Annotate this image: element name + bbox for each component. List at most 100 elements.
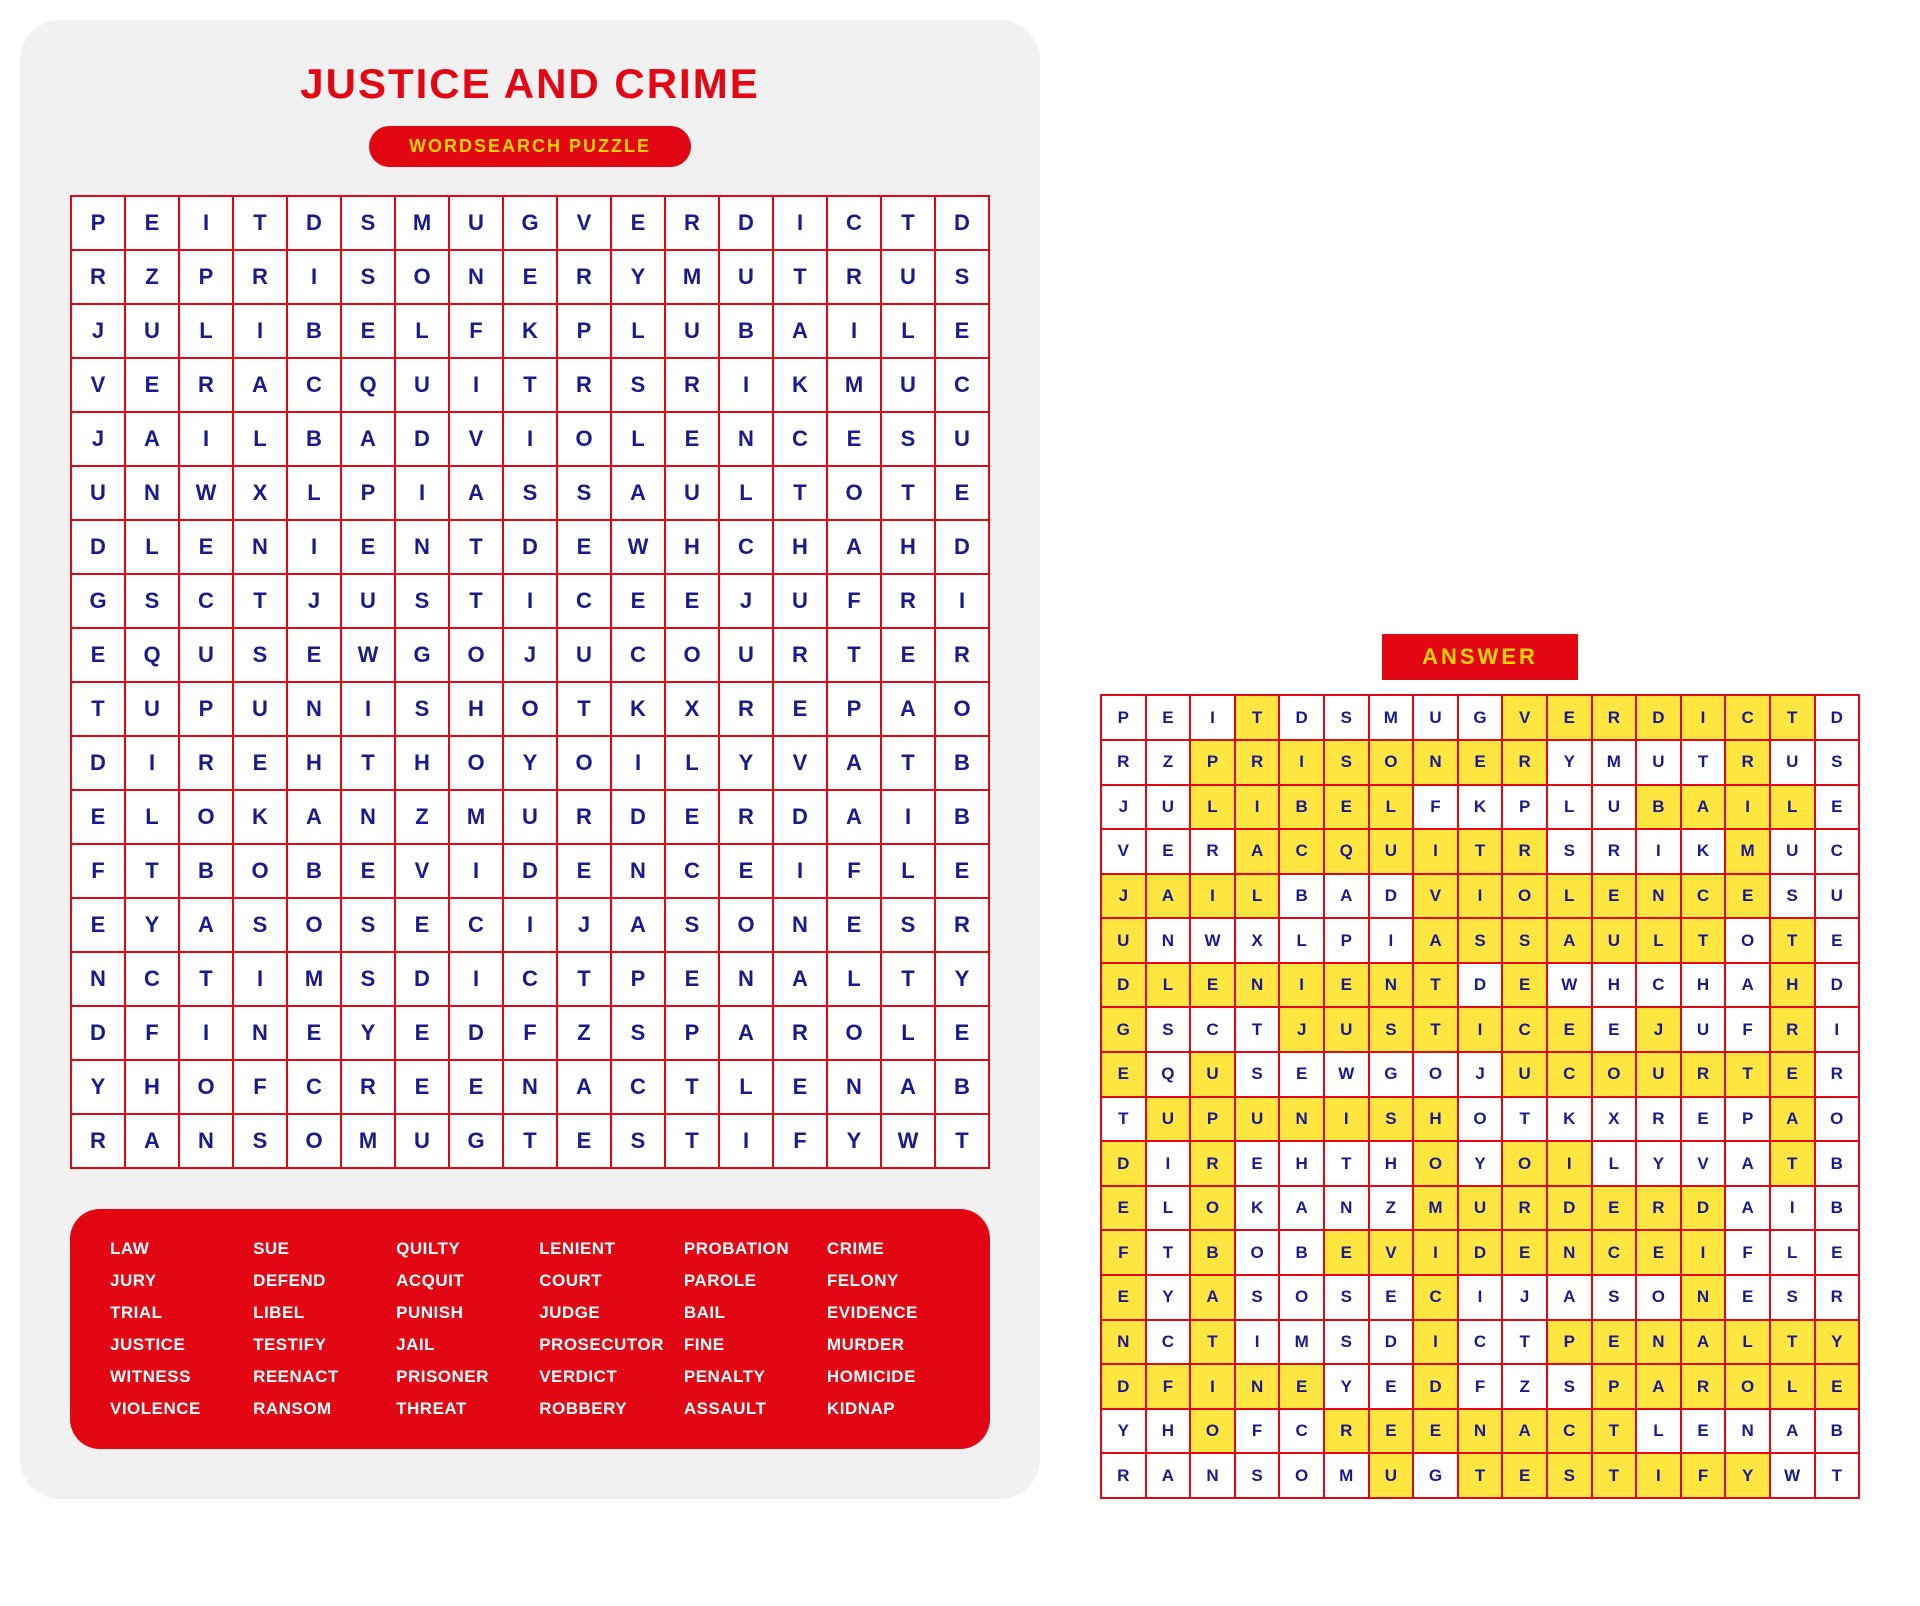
grid-cell: R (558, 251, 610, 303)
grid-cell: E (666, 791, 718, 843)
grid-cell: A (1236, 830, 1279, 873)
grid-cell: A (1637, 1365, 1680, 1408)
grid-cell: T (234, 197, 286, 249)
grid-cell: I (1191, 696, 1234, 739)
grid-cell: J (720, 575, 772, 627)
grid-cell: E (828, 413, 880, 465)
grid-cell: R (1637, 1187, 1680, 1230)
grid-cell: R (558, 791, 610, 843)
grid-cell: L (1236, 875, 1279, 918)
grid-cell: C (1682, 875, 1725, 918)
grid-cell: N (774, 899, 826, 951)
grid-cell: B (1816, 1142, 1859, 1185)
grid-cell: N (234, 521, 286, 573)
grid-cell: T (882, 953, 934, 1005)
grid-cell: T (1414, 964, 1457, 1007)
grid-cell: R (882, 575, 934, 627)
grid-cell: C (1637, 964, 1680, 1007)
grid-cell: S (1236, 1053, 1279, 1096)
grid-cell: D (1637, 696, 1680, 739)
grid-cell: I (450, 953, 502, 1005)
grid-cell: E (1726, 875, 1769, 918)
grid-cell: U (1191, 1053, 1234, 1096)
grid-cell: E (288, 629, 340, 681)
grid-cell: T (450, 575, 502, 627)
grid-cell: E (1147, 830, 1190, 873)
word-item: LAW (110, 1239, 233, 1259)
grid-cell: H (450, 683, 502, 735)
grid-cell: T (1459, 1454, 1502, 1497)
grid-cell: A (1191, 1276, 1234, 1319)
grid-cell: L (612, 413, 664, 465)
grid-cell: R (774, 629, 826, 681)
grid-cell: R (1682, 1365, 1725, 1408)
grid-cell: O (504, 683, 556, 735)
word-item: VERDICT (539, 1367, 664, 1387)
grid-cell: P (180, 251, 232, 303)
grid-cell: N (828, 1061, 880, 1113)
grid-cell: E (558, 845, 610, 897)
grid-cell: E (882, 629, 934, 681)
grid-cell: B (936, 1061, 988, 1113)
grid-cell: M (450, 791, 502, 843)
grid-cell: D (1414, 1365, 1457, 1408)
grid-cell: C (1191, 1008, 1234, 1051)
grid-cell: F (1236, 1410, 1279, 1453)
grid-cell: P (72, 197, 124, 249)
grid-cell: R (1102, 1454, 1145, 1497)
grid-cell: R (936, 899, 988, 951)
grid-cell: C (774, 413, 826, 465)
grid-cell: S (396, 575, 448, 627)
grid-cell: A (1682, 786, 1725, 829)
grid-cell: T (504, 1115, 556, 1167)
grid-cell: C (1459, 1321, 1502, 1364)
grid-cell: E (1593, 1008, 1636, 1051)
grid-cell: A (1280, 1187, 1323, 1230)
grid-cell: U (666, 305, 718, 357)
grid-cell: A (882, 683, 934, 735)
grid-cell: Y (1459, 1142, 1502, 1185)
grid-cell: H (1147, 1410, 1190, 1453)
grid-cell: O (180, 791, 232, 843)
grid-cell: H (126, 1061, 178, 1113)
grid-cell: I (720, 1115, 772, 1167)
grid-cell: G (1102, 1008, 1145, 1051)
grid-cell: D (1102, 1142, 1145, 1185)
grid-cell: E (1593, 875, 1636, 918)
puzzle-title: JUSTICE AND CRIME (70, 60, 990, 108)
grid-cell: E (1414, 1410, 1457, 1453)
grid-cell: A (612, 899, 664, 951)
grid-cell: E (1726, 1276, 1769, 1319)
grid-cell: Y (342, 1007, 394, 1059)
grid-cell: A (828, 737, 880, 789)
grid-cell: M (342, 1115, 394, 1167)
grid-cell: U (882, 359, 934, 411)
grid-cell: H (1682, 964, 1725, 1007)
grid-cell: B (936, 737, 988, 789)
grid-cell: Q (1325, 830, 1368, 873)
grid-cell: I (1414, 1231, 1457, 1274)
grid-cell: I (180, 197, 232, 249)
grid-cell: E (936, 467, 988, 519)
grid-cell: S (1771, 875, 1814, 918)
grid-cell: T (1503, 1321, 1546, 1364)
grid-cell: M (666, 251, 718, 303)
grid-cell: S (504, 467, 556, 519)
grid-cell: S (342, 251, 394, 303)
grid-cell: D (1459, 1231, 1502, 1274)
grid-cell: E (666, 575, 718, 627)
page-container: JUSTICE AND CRIME WORDSEARCH PUZZLE PEIT… (20, 20, 1900, 1499)
grid-cell: Y (1102, 1410, 1145, 1453)
grid-cell: A (450, 467, 502, 519)
grid-cell: I (774, 197, 826, 249)
grid-cell: I (126, 737, 178, 789)
grid-cell: P (1102, 696, 1145, 739)
grid-cell: Y (1548, 741, 1591, 784)
grid-cell: S (1147, 1008, 1190, 1051)
grid-cell: Y (828, 1115, 880, 1167)
word-item: FINE (684, 1335, 807, 1355)
grid-cell: U (1637, 1053, 1680, 1096)
grid-cell: S (1325, 1321, 1368, 1364)
grid-cell: E (1102, 1276, 1145, 1319)
grid-cell: O (288, 1115, 340, 1167)
